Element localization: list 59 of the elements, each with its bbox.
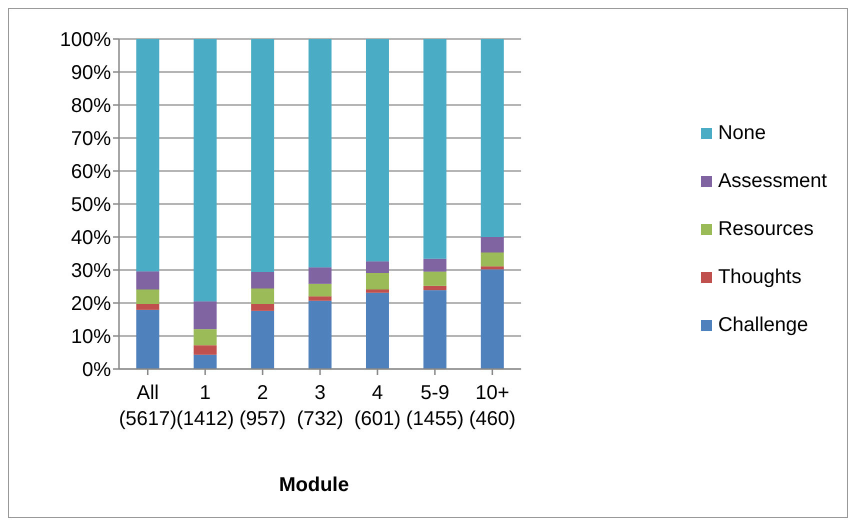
- bar: [423, 272, 446, 286]
- bar: [366, 272, 389, 290]
- bar: [308, 300, 332, 369]
- bar: [194, 354, 217, 369]
- bar: [423, 39, 446, 259]
- bar: [251, 288, 274, 304]
- bar: [366, 39, 389, 262]
- x-tick-label: 10+ (460): [468, 382, 516, 430]
- bar: [136, 289, 160, 304]
- bar: [251, 304, 274, 311]
- x-tick-label: All (5617): [118, 382, 177, 430]
- y-tick-label: 70%: [70, 128, 112, 150]
- bar: [136, 39, 160, 272]
- bar: [480, 39, 504, 237]
- bar: [308, 296, 332, 301]
- x-tick-label: 2 (957): [239, 382, 286, 430]
- bar: [366, 261, 389, 273]
- bar: [308, 284, 332, 296]
- y-tick-label: 30%: [70, 260, 112, 282]
- y-tick-label: 10%: [70, 326, 112, 348]
- x-tick-label: 5-9 (1455): [406, 382, 464, 430]
- legend-label: Assessment: [718, 170, 827, 192]
- bar: [480, 266, 504, 270]
- legend-label: Resources: [718, 218, 814, 240]
- bar: [194, 301, 217, 330]
- bar: [251, 39, 274, 272]
- bar: [194, 345, 217, 355]
- bar: [480, 252, 504, 266]
- y-tick-label: 0%: [82, 359, 112, 382]
- bar: [366, 289, 389, 293]
- y-tick-label: 50%: [70, 194, 112, 216]
- x-tick-label: 1 (1412): [176, 382, 234, 430]
- legend-label: Challenge: [718, 314, 808, 336]
- bar: [308, 39, 332, 268]
- legend-label: None: [718, 122, 766, 144]
- bar: [423, 286, 446, 290]
- bar: [308, 267, 332, 284]
- bar: [251, 310, 274, 369]
- y-tick-label: 20%: [70, 293, 112, 316]
- x-tick-label: 3 (732): [296, 382, 344, 430]
- bar: [366, 292, 389, 369]
- y-tick-label: 90%: [70, 62, 112, 84]
- legend-label: Thoughts: [718, 266, 802, 288]
- bar: [194, 39, 217, 302]
- y-tick-label: 100%: [60, 29, 112, 52]
- bar: [423, 290, 446, 369]
- x-tick-label: 4 (601): [354, 382, 401, 430]
- y-tick-label: 80%: [70, 95, 112, 118]
- bar: [194, 329, 217, 346]
- bar: [480, 269, 504, 369]
- bar: [136, 271, 160, 290]
- bar: [423, 258, 446, 272]
- y-tick-label: 40%: [70, 227, 112, 250]
- y-tick-label: 60%: [70, 161, 112, 184]
- bar: [136, 310, 160, 369]
- bar: [480, 237, 504, 253]
- x-axis-title: Module: [278, 474, 350, 497]
- bar: [251, 272, 274, 288]
- bar: [136, 304, 160, 310]
